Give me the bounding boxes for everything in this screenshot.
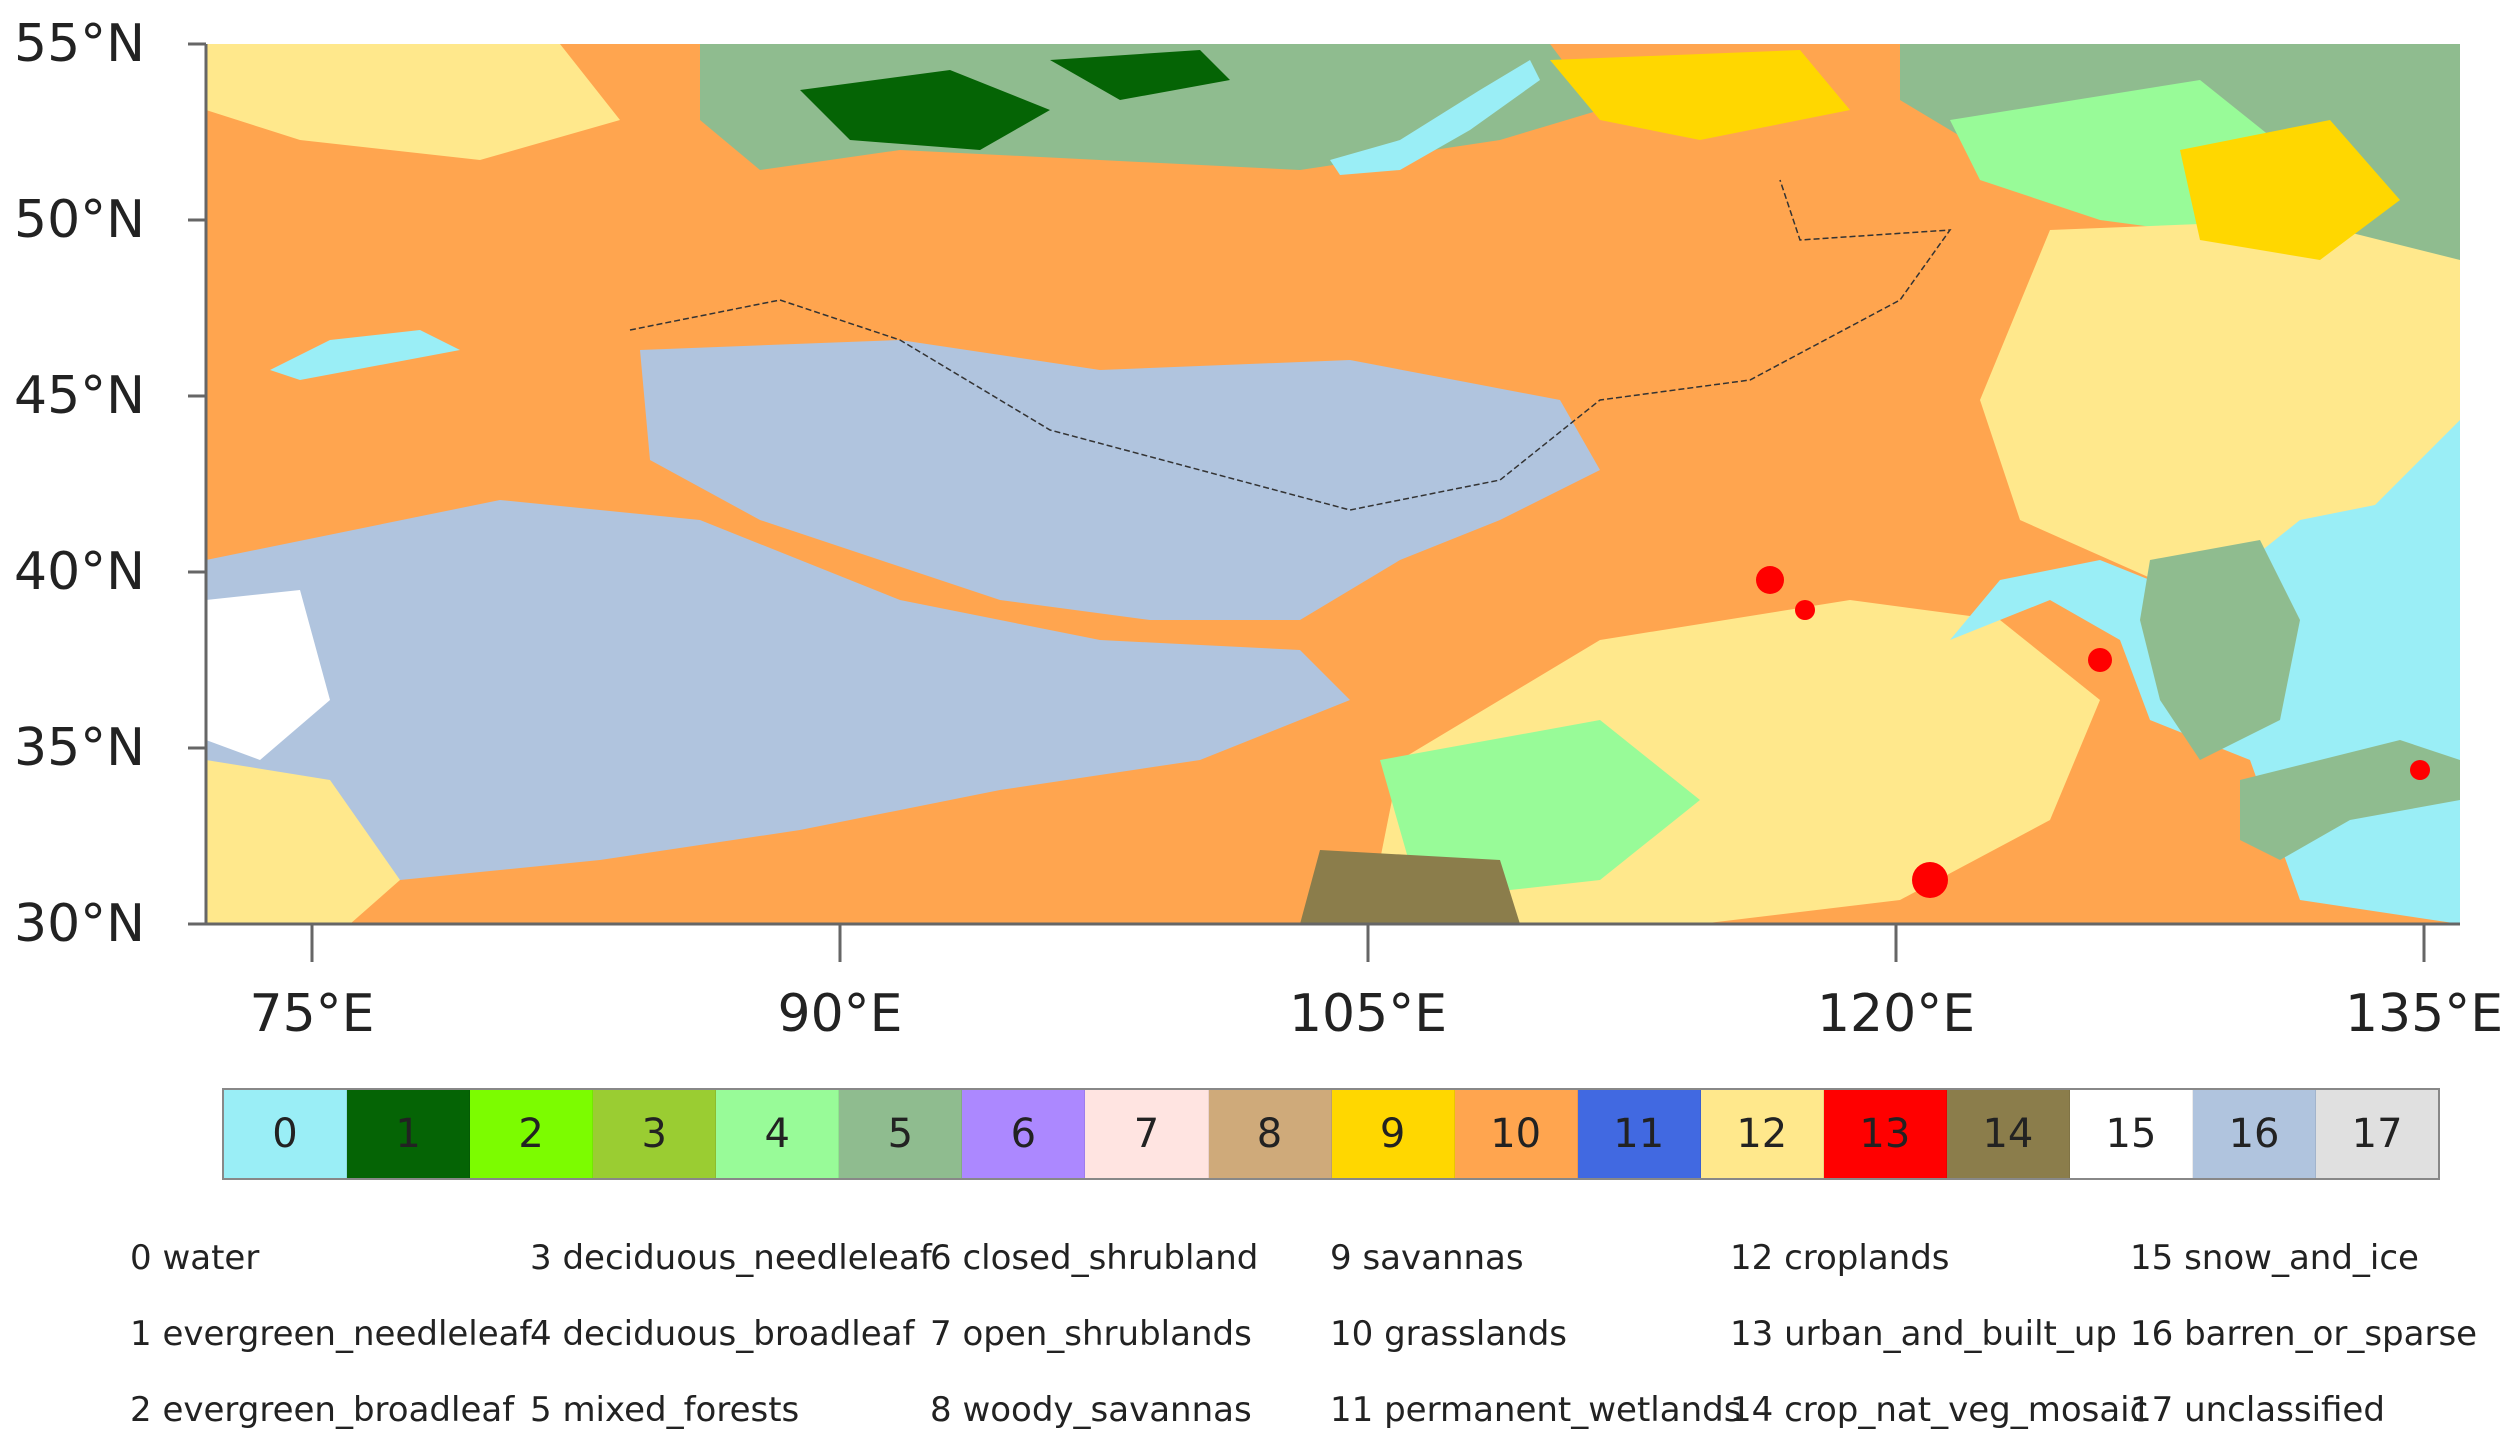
colorbar-cell-7: 7 — [1085, 1090, 1209, 1178]
legend-item: 6 closed_shrubland — [930, 1238, 1259, 1278]
northern-needleleaf-patches — [800, 70, 1050, 150]
legend-item: 12 croplands — [1730, 1238, 1950, 1278]
lon-label-75: 75°E — [249, 984, 375, 1044]
lake-balkhash — [270, 330, 460, 380]
urban-tianjin — [1795, 600, 1815, 620]
legend-item: 0 water — [130, 1238, 260, 1278]
japan-islands — [2240, 740, 2460, 860]
legend-item: 13 urban_and_built_up — [1730, 1314, 2118, 1354]
colorbar-cell-9: 9 — [1331, 1090, 1455, 1178]
legend-item: 10 grasslands — [1330, 1314, 1568, 1354]
legend: 0 water 1 evergreen_needleleaf 2 evergreen… — [130, 1238, 2490, 1438]
legend-item: 9 savannas — [1330, 1238, 1524, 1278]
lat-label-55: 55°N — [14, 14, 146, 74]
lat-label-50: 50°N — [14, 190, 146, 250]
colorbar-cell-15: 15 — [2069, 1090, 2193, 1178]
colorbar-cell-6: 6 — [962, 1090, 1086, 1178]
taklamakan-barren — [640, 340, 1600, 620]
colorbar-cell-2: 2 — [470, 1090, 594, 1178]
lon-label-105: 105°E — [1288, 984, 1448, 1044]
colorbar-cell-13: 13 — [1823, 1090, 1947, 1178]
snow-patches — [206, 590, 330, 760]
land-cover-map — [188, 42, 2460, 962]
colorbar: 0 1 2 3 4 5 6 7 8 9 10 11 12 13 14 15 16 17 — [222, 1088, 2440, 1180]
northern-savanna-patches — [1550, 50, 1850, 140]
lat-label-45: 45°N — [14, 366, 146, 426]
colorbar-cell-8: 8 — [1208, 1090, 1332, 1178]
legend-item: 1 evergreen_needleleaf — [130, 1314, 532, 1354]
north-croplands-west — [206, 44, 620, 160]
sichuan-mosaic — [1300, 850, 1520, 924]
colorbar-cell-16: 16 — [2193, 1090, 2317, 1178]
legend-item: 3 deciduous_needleleaf — [530, 1238, 932, 1278]
legend-item: 17 unclassified — [2130, 1390, 2385, 1430]
urban-shanghai — [1912, 862, 1948, 898]
lat-label-30: 30°N — [14, 894, 146, 954]
border-line — [629, 179, 1952, 511]
urban-japan — [2410, 760, 2430, 780]
colorbar-cell-14: 14 — [1946, 1090, 2070, 1178]
lon-label-90: 90°E — [777, 984, 903, 1044]
colorbar-cell-12: 12 — [1700, 1090, 1824, 1178]
colorbar-cell-4: 4 — [716, 1090, 840, 1178]
legend-item: 15 snow_and_ice — [2130, 1238, 2419, 1278]
colorbar-cell-17: 17 — [2316, 1090, 2439, 1178]
colorbar-cell-3: 3 — [593, 1090, 717, 1178]
northern-needleleaf-patches-2 — [1050, 50, 1230, 100]
colorbar-cell-11: 11 — [1577, 1090, 1701, 1178]
legend-item: 5 mixed_forests — [530, 1390, 800, 1430]
southwest-croplands — [206, 760, 400, 924]
lon-label-120: 120°E — [1816, 984, 1976, 1044]
northeast-savanna — [2180, 120, 2400, 260]
lat-label-35: 35°N — [14, 718, 146, 778]
colorbar-cell-5: 5 — [839, 1090, 963, 1178]
legend-item: 2 evergreen_broadleaf — [130, 1390, 515, 1430]
colorbar-cell-10: 10 — [1454, 1090, 1578, 1178]
legend-item: 8 woody_savannas — [930, 1390, 1252, 1430]
legend-item: 16 barren_or_sparse — [2130, 1314, 2478, 1354]
legend-item: 4 deciduous_broadleaf — [530, 1314, 915, 1354]
legend-item: 14 crop_nat_veg_mosaic — [1730, 1390, 2149, 1430]
urban-seoul — [2088, 648, 2112, 672]
northeast-croplands — [1980, 220, 2460, 600]
tibet-barren — [206, 500, 1350, 880]
lake-baikal — [1330, 60, 1540, 175]
urban-beijing — [1756, 566, 1784, 594]
colorbar-cell-0: 0 — [224, 1090, 348, 1178]
legend-item: 7 open_shrublands — [930, 1314, 1252, 1354]
lon-label-135: 135°E — [2344, 984, 2500, 1044]
lat-label-40: 40°N — [14, 542, 146, 602]
korea-peninsula — [2140, 540, 2300, 760]
colorbar-cell-1: 1 — [347, 1090, 471, 1178]
legend-item: 11 permanent_wetlands — [1330, 1390, 1742, 1430]
south-deciduous — [1380, 720, 1700, 900]
